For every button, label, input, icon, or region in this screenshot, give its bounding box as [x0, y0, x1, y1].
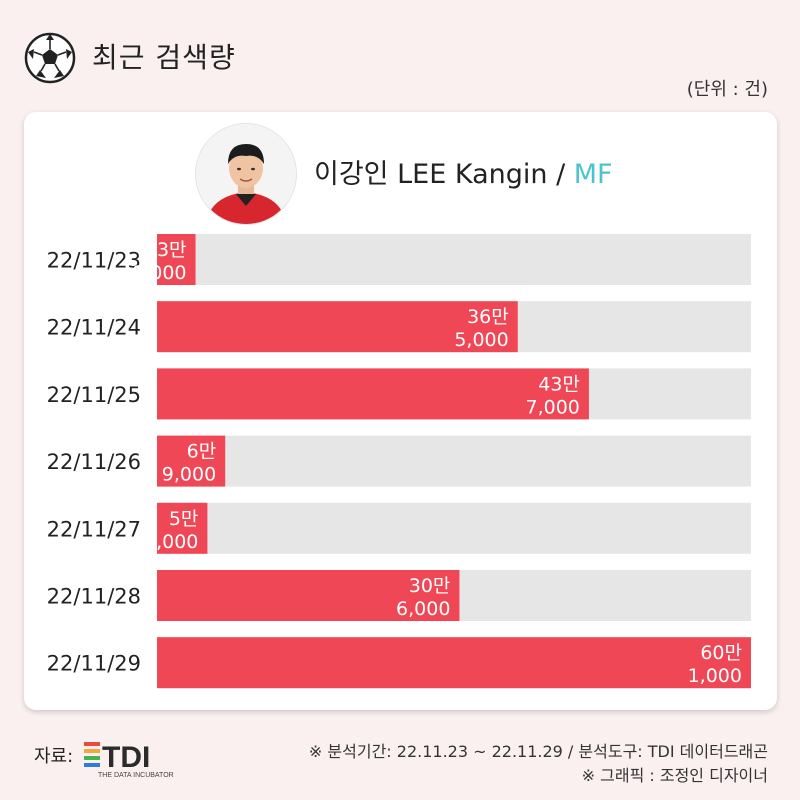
- category-label: 22/11/29: [47, 652, 141, 676]
- bar-value-label: 6만: [187, 441, 217, 463]
- category-label: 22/11/27: [47, 517, 141, 541]
- bar-value-label: 6,000: [396, 598, 450, 620]
- category-label: 22/11/28: [47, 585, 141, 609]
- svg-text:TDI: TDI: [102, 741, 150, 774]
- bar-value-label: 30만: [409, 575, 451, 597]
- bar-track: [157, 502, 751, 554]
- bar-value-label: 3만: [157, 239, 187, 261]
- bar-track: [157, 435, 751, 487]
- bar-value-label: 1,000: [144, 531, 198, 553]
- bar: [157, 234, 196, 285]
- bar-value-label: 5,000: [454, 329, 508, 351]
- category-label: 22/11/26: [47, 450, 141, 474]
- source-label: 자료:: [34, 746, 74, 767]
- bar-value-label: 1,000: [688, 665, 742, 687]
- bar-value-label: 9,000: [162, 464, 216, 486]
- player-name: 이강인 LEE Kangin: [314, 159, 548, 190]
- player-avatar: [196, 124, 296, 224]
- player-name-line: 이강인 LEE Kangin / MF: [314, 152, 613, 191]
- bar: [157, 637, 751, 689]
- category-label: 22/11/23: [47, 249, 141, 273]
- name-separator: /: [547, 159, 574, 190]
- unit-label: (단위 : 건): [686, 79, 768, 100]
- bar-value-label: 60만: [700, 642, 742, 664]
- category-label: 22/11/24: [47, 316, 141, 340]
- player-position: MF: [573, 159, 613, 190]
- bar: [157, 301, 518, 353]
- bar-value-label: 7,000: [526, 396, 580, 418]
- bar-value-label: 43만: [538, 373, 580, 395]
- bar: [157, 502, 208, 554]
- tdi-logo: TDI THE DATA INCUBATOR: [84, 741, 174, 779]
- header: 최근 검색량 (단위 : 건): [0, 0, 800, 110]
- soccer-ball-icon: [24, 32, 76, 84]
- analysis-period-note: ※ 분석기간: 22.11.23 ~ 22.11.29 / 분석도구: TDI …: [308, 742, 768, 761]
- svg-text:THE DATA INCUBATOR: THE DATA INCUBATOR: [98, 772, 174, 779]
- bar: [157, 435, 226, 487]
- category-label: 22/11/25: [47, 383, 141, 407]
- bar-value-label: 9,000: [132, 262, 186, 284]
- bar-track: [157, 234, 751, 285]
- bar: [157, 570, 460, 621]
- bar: [157, 368, 589, 420]
- player-photo: [196, 124, 296, 224]
- bar-value-label: 36만: [467, 306, 509, 328]
- graphic-credit-note: ※ 그래픽 : 조정인 디자이너: [581, 766, 768, 785]
- page-title: 최근 검색량: [92, 41, 236, 74]
- bar-value-label: 5만: [169, 508, 199, 530]
